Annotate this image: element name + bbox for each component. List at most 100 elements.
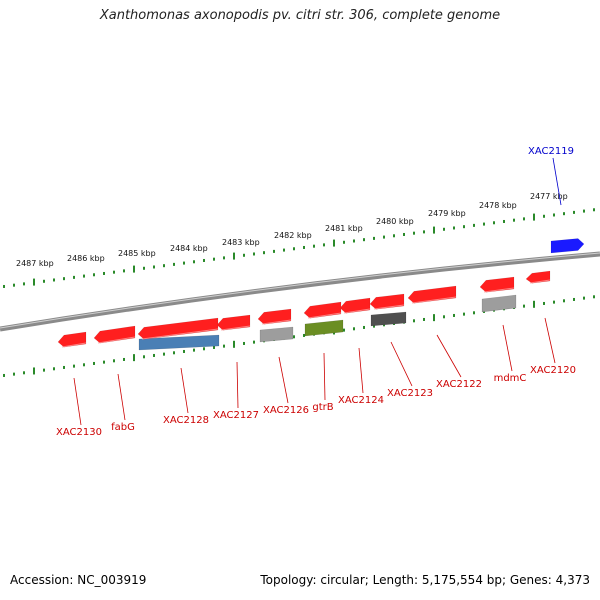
lower-tick [473,311,475,315]
upper-tick [263,251,265,255]
gene-arrow-shade [261,319,292,325]
gene-arrow-shade [343,308,371,314]
lower-tick [133,354,135,362]
lower-tick [563,299,565,303]
upper-tick [253,252,255,256]
upper-tick [143,266,145,270]
upper-tick [283,248,285,252]
upper-tick [83,274,85,278]
upper-tick [293,247,295,251]
upper-tick [43,279,45,283]
lower-tick [163,352,165,356]
lower-tick [23,371,25,375]
upper-tick [543,214,545,218]
lower-tick [153,353,155,357]
genome-backbone [0,251,600,332]
upper-tick [533,213,535,221]
feature-band [304,319,344,337]
gene-label[interactable]: XAC2119 [528,146,574,157]
scale-label: 2478 kbp [479,201,517,210]
upper-tick [583,209,585,213]
upper-tick [393,234,395,238]
gene-arrow-shade [220,325,251,331]
accession-text: Accession: NC_003919 [10,573,147,587]
gene-label[interactable]: XAC2122 [436,379,482,390]
upper-tick [573,210,575,214]
feature-band [370,311,407,327]
gene-arrow-shade [529,279,551,284]
scale-label: 2482 kbp [274,231,312,240]
label-leader-line [436,334,462,378]
lower-tick [423,317,425,321]
scale-label: 2477 kbp [530,192,568,201]
gene-arrow[interactable] [339,297,371,314]
upper-tick [453,226,455,230]
lower-tick [13,372,15,376]
upper-tick [403,232,405,236]
upper-tick [443,227,445,231]
gene-label[interactable]: mdmC [494,373,527,384]
upper-tick [413,231,415,235]
upper-tick [163,264,165,268]
gene-label[interactable]: XAC2130 [56,427,102,438]
upper-tick [373,236,375,240]
gene-label[interactable]: gtrB [312,402,333,413]
upper-tick [333,239,335,247]
lower-tick [183,349,185,353]
gene-arrow-shade [411,296,457,304]
upper-tick [53,278,55,282]
upper-tick [563,212,565,216]
upper-tick [493,221,495,225]
upper-tick [313,244,315,248]
upper-tick [243,253,245,257]
gene-label[interactable]: fabG [111,422,135,433]
gene-arrow[interactable] [550,238,585,254]
lower-tick [3,373,5,377]
upper-tick [593,208,595,212]
upper-tick [203,258,205,262]
upper-tick [63,277,65,281]
gene-label[interactable]: XAC2120 [530,365,576,376]
upper-tick [423,230,425,234]
label-leader-line [358,347,364,394]
scale-label: 2485 kbp [118,249,156,258]
upper-tick [173,262,175,266]
lower-tick [233,340,235,348]
gene-label[interactable]: XAC2127 [213,410,259,421]
upper-tick [153,265,155,269]
upper-tick [303,245,305,249]
upper-tick [363,238,365,242]
gene-label[interactable]: XAC2123 [387,388,433,399]
lower-tick [523,304,525,308]
gene-label[interactable]: XAC2124 [338,395,384,406]
gene-label[interactable]: XAC2126 [263,405,309,416]
upper-tick [13,283,15,287]
upper-tick [523,217,525,221]
lower-tick [53,367,55,371]
lower-tick [353,327,355,331]
upper-tick [33,278,35,286]
gene-arrow[interactable] [57,331,87,348]
scale-label: 2486 kbp [67,254,105,263]
label-leader-line [390,341,413,387]
label-leader-line [323,352,326,401]
lower-tick [253,340,255,344]
label-leader-line [117,373,126,421]
lower-tick [583,296,585,300]
lower-tick [573,297,575,301]
scale-label: 2484 kbp [170,244,208,253]
gene-arrow-shade [483,287,515,293]
topology-summary: Topology: circular; Length: 5,175,554 bp… [260,573,590,587]
upper-tick [503,219,505,223]
lower-tick [203,347,205,351]
upper-tick [93,273,95,277]
upper-tick [513,218,515,222]
label-leader-line [552,157,562,206]
lower-tick [413,319,415,323]
gene-label[interactable]: XAC2128 [163,415,209,426]
upper-tick [223,256,225,260]
upper-tick [123,269,125,273]
lower-tick [343,328,345,332]
scale-label: 2479 kbp [428,209,466,218]
gene-arrow-shade [373,304,405,310]
